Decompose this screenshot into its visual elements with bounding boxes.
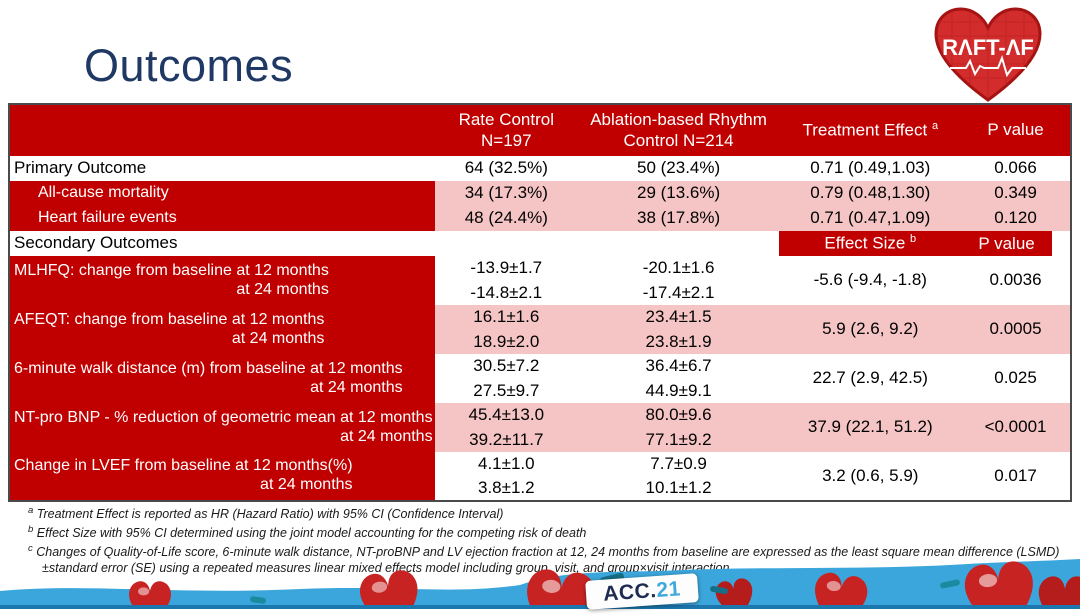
cell-ablation: 10.1±1.2	[577, 476, 780, 501]
cell-effect: 22.7 (2.9, 42.5)	[779, 354, 962, 403]
row-label: AFEQT: change from baseline at 12 months…	[9, 305, 435, 354]
row-label: Primary Outcome	[9, 156, 435, 181]
cell-pvalue: 0.017	[961, 452, 1071, 501]
row-label: MLHFQ: change from baseline at 12 months…	[9, 256, 435, 305]
cell-effect: 5.9 (2.6, 9.2)	[779, 305, 962, 354]
table-row-lvef-12: Change in LVEF from baseline at 12 month…	[9, 452, 1071, 501]
cell-ablation: 36.4±6.7	[577, 354, 780, 379]
footnote-b: b Effect Size with 95% CI determined usi…	[28, 524, 587, 541]
secondary-outcomes-row: Secondary Outcomes Effect Size b P value	[9, 231, 1071, 256]
table-row-ntprobnp-12: NT-pro BNP - % reduction of geometric me…	[9, 403, 1071, 452]
cell-rate: 30.5±7.2	[434, 354, 578, 379]
table-row-mortality: All-cause mortality 34 (17.3%) 29 (13.6%…	[9, 181, 1071, 206]
cell-effect: 0.71 (0.49,1.03)	[810, 158, 931, 178]
cell-rate: -14.8±2.1	[434, 280, 578, 305]
table-row-lvef-24: 3.8±1.2 10.1±1.2	[9, 476, 1071, 501]
row-label: All-cause mortality	[9, 181, 435, 206]
cell-pvalue: 0.025	[961, 354, 1071, 403]
column-header-ablation: Ablation-based Rhythm Control N=214	[577, 104, 780, 156]
cell-rate: 64 (32.5%)	[464, 158, 548, 178]
cell-rate: 34 (17.3%)	[434, 181, 578, 206]
column-header-pvalue: P value	[961, 104, 1071, 156]
table-header-row: Rate Control N=197 Ablation-based Rhythm C…	[9, 104, 1071, 156]
cell-ablation: 7.7±0.9	[577, 452, 780, 477]
logo-text: RΛFT-ΛF	[942, 35, 1034, 60]
subheader-pvalue: P value	[961, 231, 1071, 256]
cell-ablation: 23.8±1.9	[577, 329, 780, 354]
page-title: Outcomes	[84, 40, 294, 91]
cell-rate: 4.1±1.0	[434, 452, 578, 477]
table-row-afeqt-24: 18.9±2.0 23.8±1.9	[9, 329, 1071, 354]
cell-pvalue: <0.0001	[961, 403, 1071, 452]
header-empty	[9, 104, 435, 156]
raft-af-logo: RΛFT-ΛF	[924, 2, 1052, 106]
cell-pvalue: 0.0005	[961, 305, 1071, 354]
cell-rate: 27.5±9.7	[434, 378, 578, 403]
cell-ablation: -17.4±2.1	[577, 280, 780, 305]
cell-ablation: 80.0±9.6	[577, 403, 780, 428]
cell-empty	[578, 231, 780, 256]
cell-rate: 48 (24.4%)	[434, 206, 578, 231]
table-row-mlhfq-24: -14.8±2.1 -17.4±2.1	[9, 280, 1071, 305]
cell-ablation: 29 (13.6%)	[577, 181, 780, 206]
cell-effect: 37.9 (22.1, 51.2)	[779, 403, 962, 452]
heart-icon: RΛFT-ΛF	[934, 7, 1042, 102]
cell-rate: 18.9±2.0	[434, 329, 578, 354]
cell-ablation: 44.9±9.1	[577, 378, 780, 403]
cell-effect: 3.2 (0.6, 5.9)	[779, 452, 962, 501]
primary-outcome-row: Primary Outcome 64 (32.5%) 50 (23.4%) 0.…	[9, 156, 1071, 181]
table-row-afeqt-12: AFEQT: change from baseline at 12 months…	[9, 305, 1071, 354]
cell-ablation: 38 (17.8%)	[577, 206, 780, 231]
cell-effect: 0.71 (0.47,1.09)	[779, 206, 962, 231]
ecg-line-icon	[950, 54, 1026, 78]
cell-rate: 16.1±1.6	[434, 305, 578, 330]
row-label: Secondary Outcomes	[9, 231, 435, 256]
cell-empty	[435, 231, 578, 256]
cell-ablation: -20.1±1.6	[577, 256, 780, 281]
cell-rate: 45.4±13.0	[434, 403, 578, 428]
row-label: NT-pro BNP - % reduction of geometric me…	[9, 403, 435, 452]
table-row-mlhfq-12: MLHFQ: change from baseline at 12 months…	[9, 256, 1071, 305]
cell-rate: 39.2±11.7	[434, 427, 578, 452]
cell-pvalue: 0.349	[961, 181, 1071, 206]
cell-pvalue: 0.066	[994, 158, 1037, 178]
cell-ablation: 77.1±9.2	[577, 427, 780, 452]
cell-effect: 0.79 (0.48,1.30)	[779, 181, 962, 206]
table-row-ntprobnp-24: 39.2±11.7 77.1±9.2	[9, 427, 1071, 452]
footnote-a: a Treatment Effect is reported as HR (Ha…	[28, 505, 504, 522]
cell-rate: 3.8±1.2	[434, 476, 578, 501]
row-label: Change in LVEF from baseline at 12 month…	[9, 452, 435, 501]
footnotes: a Treatment Effect is reported as HR (Ha…	[16, 505, 1070, 578]
cell-rate: -13.9±1.7	[434, 256, 578, 281]
subheader-effect-size: Effect Size b	[779, 231, 962, 256]
cell-ablation: 50 (23.4%)	[637, 158, 721, 178]
row-label: Heart failure events	[9, 206, 435, 231]
cell-effect: -5.6 (-9.4, -1.8)	[779, 256, 962, 305]
cell-pvalue: 0.120	[961, 206, 1071, 231]
cell-pvalue: 0.0036	[961, 256, 1071, 305]
cell-ablation: 23.4±1.5	[577, 305, 780, 330]
outcomes-table: Rate Control N=197 Ablation-based Rhythm C…	[8, 103, 1072, 502]
column-header-treatment-effect: Treatment Effect a	[779, 104, 962, 156]
row-label: 6-minute walk distance (m) from baseline…	[9, 354, 435, 403]
footnote-c: c Changes of Quality-of-Life score, 6-mi…	[28, 543, 1060, 576]
table-row-walk-24: 27.5±9.7 44.9±9.1	[9, 378, 1071, 403]
bottom-wave: ACC. 21	[0, 557, 1080, 614]
column-header-rate-control: Rate Control N=197	[434, 104, 578, 156]
table-row-walk-12: 6-minute walk distance (m) from baseline…	[9, 354, 1071, 403]
table-row-heart-failure: Heart failure events 48 (24.4%) 38 (17.8…	[9, 206, 1071, 231]
